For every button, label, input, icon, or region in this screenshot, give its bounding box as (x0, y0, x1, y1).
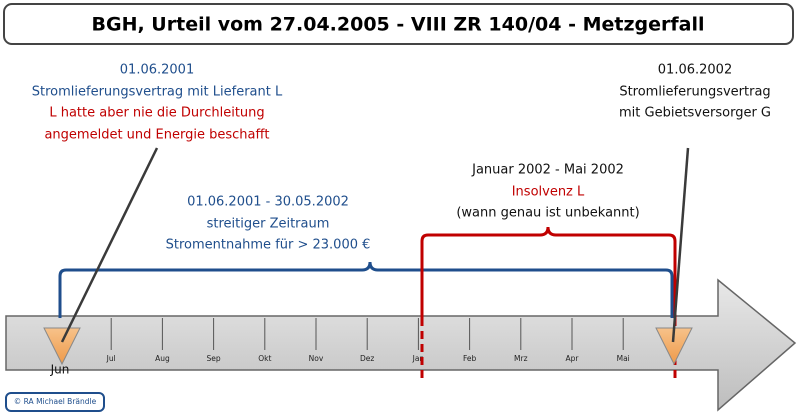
month-label: Jun (50, 363, 70, 377)
month-label: Apr (566, 354, 580, 363)
note-line: Stromentnahme für > 23.000 € (166, 238, 371, 253)
footer: © RA Michael Brändle (14, 397, 97, 406)
month-label: Nov (309, 354, 324, 363)
note-line: L hatte aber nie die Durchleitung (49, 106, 264, 121)
start-marker (43, 327, 81, 366)
note-line: Stromlieferungsvertrag (619, 85, 770, 100)
note-line: Januar 2002 - Mai 2002 (471, 163, 624, 178)
title-box (3, 3, 794, 45)
month-label: Dez (360, 354, 374, 363)
note-line: streitiger Zeitraum (207, 217, 330, 232)
month-label: Jul (106, 354, 116, 363)
month-label: Mrz (514, 354, 528, 363)
note-line: 01.06.2001 (120, 63, 194, 78)
period-bracket (58, 261, 674, 318)
month-label: Jan (412, 354, 425, 363)
note-line: Insolvenz L (512, 185, 585, 200)
callout-line (671, 147, 690, 343)
month-label: Okt (258, 354, 271, 363)
month-label: Aug (155, 354, 170, 363)
note-line: (wann genau ist unbekannt) (456, 206, 639, 221)
timeline-arrow (5, 278, 797, 412)
title: BGH, Urteil vom 27.04.2005 - VIII ZR 140… (92, 14, 705, 36)
note-line: mit Gebietsversorger G (619, 106, 771, 121)
note-line: 01.06.2001 - 30.05.2002 (187, 195, 349, 210)
footer-box (5, 392, 105, 412)
note-line: angemeldet und Energie beschafft (44, 128, 269, 143)
insolvency-bracket (420, 226, 677, 318)
month-label: Mai (617, 354, 630, 363)
month-label: Feb (463, 354, 477, 363)
note-line: 01.06.2002 (658, 63, 732, 78)
callout-line (60, 147, 159, 343)
note-line: Stromlieferungsvertrag mit Lieferant L (32, 85, 283, 100)
month-label: Sep (207, 354, 221, 363)
